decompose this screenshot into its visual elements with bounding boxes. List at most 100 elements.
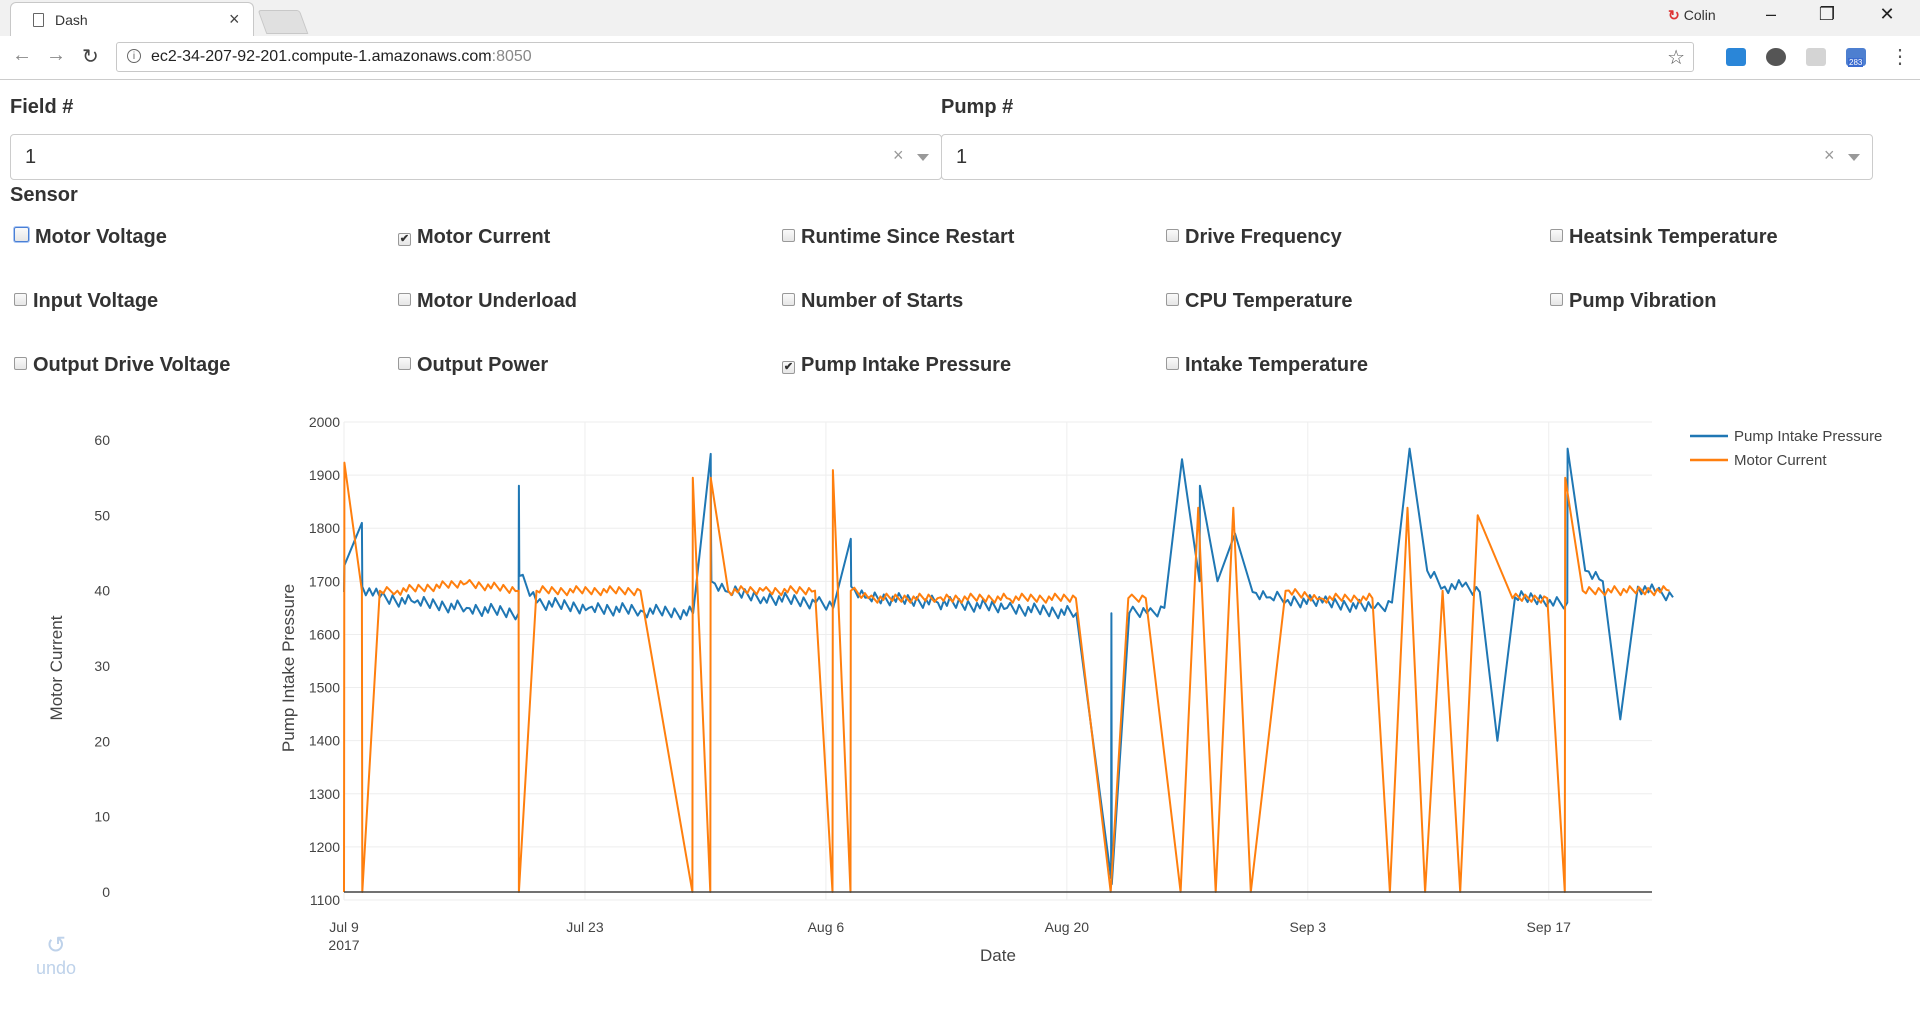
y-tick-label: 1500 <box>309 680 340 696</box>
field-label: Field # <box>10 96 74 118</box>
back-icon[interactable]: ← <box>12 44 32 66</box>
field-dropdown[interactable]: 1 × <box>10 134 942 180</box>
sensor-option-label: Runtime Since Restart <box>801 226 1015 248</box>
minimize-icon[interactable]: – <box>1765 4 1776 24</box>
x-tick-label: Aug 6 <box>808 919 845 935</box>
close-window-icon[interactable]: ✕ <box>1879 4 1895 24</box>
y-tick-label: 1900 <box>309 467 340 483</box>
undo-button[interactable]: ↺ undo <box>36 934 76 979</box>
x-tick-label: Sep 3 <box>1289 919 1326 935</box>
checkbox[interactable] <box>14 293 27 306</box>
checkbox[interactable] <box>1166 293 1179 306</box>
checkbox[interactable] <box>1166 357 1179 370</box>
checkbox[interactable] <box>1166 229 1179 242</box>
checkbox[interactable] <box>14 357 27 370</box>
sensor-option-label: Drive Frequency <box>1185 226 1342 248</box>
field-chevron-down-icon[interactable] <box>917 154 929 161</box>
y-tick-label: 1300 <box>309 786 340 802</box>
pump-chevron-down-icon[interactable] <box>1848 154 1860 161</box>
sensor-label: Sensor <box>10 184 78 206</box>
extension-badge-icon[interactable]: 283 <box>1846 48 1866 67</box>
y2-tick-label: 30 <box>94 658 110 674</box>
checkbox[interactable] <box>782 229 795 242</box>
y2-tick-label: 50 <box>94 507 110 523</box>
checkbox-checked[interactable]: ✔ <box>782 361 795 374</box>
sensor-option-label: Motor Underload <box>417 290 577 312</box>
checkbox[interactable] <box>14 227 29 242</box>
sensor-option-label: Output Drive Voltage <box>33 354 231 376</box>
y-tick-label: 1200 <box>309 839 340 855</box>
checkbox[interactable] <box>782 293 795 306</box>
sensor-option-output-drive-voltage[interactable]: Output Drive Voltage <box>14 354 230 377</box>
pump-label: Pump # <box>941 96 1014 118</box>
sensor-option-pump-intake-pressure[interactable]: ✔ Pump Intake Pressure <box>782 354 1011 377</box>
profile-button[interactable]: ↻ Colin <box>1668 7 1716 24</box>
pump-dropdown[interactable]: 1 × <box>941 134 1873 180</box>
sensor-option-input-voltage[interactable]: Input Voltage <box>14 290 158 313</box>
y2-tick-label: 0 <box>102 884 110 900</box>
pump-clear-icon[interactable]: × <box>1824 145 1835 165</box>
restore-icon[interactable]: ❐ <box>1818 4 1836 24</box>
menu-icon[interactable]: ⋮ <box>1890 46 1910 68</box>
address-bar[interactable]: i ec2-34-207-92-201.compute-1.amazonaws.… <box>116 42 1694 72</box>
sensor-option-output-power[interactable]: Output Power <box>398 354 548 377</box>
url-text: ec2-34-207-92-201.compute-1.amazonaws.co… <box>151 48 532 66</box>
chart-legend[interactable]: Pump Intake Pressure Motor Current <box>1690 428 1882 469</box>
extension-icon[interactable] <box>1726 48 1746 66</box>
reload-icon[interactable]: ↻ <box>82 46 99 68</box>
field-clear-icon[interactable]: × <box>893 145 904 165</box>
profile-name: Colin <box>1683 7 1716 23</box>
y-tick-label: 1100 <box>310 892 340 908</box>
pump-dropdown-value: 1 <box>956 146 968 168</box>
extension-badge-count: 283 <box>1848 58 1864 67</box>
checkbox[interactable] <box>1550 229 1563 242</box>
tab-close-icon[interactable]: × <box>229 9 240 29</box>
forward-icon[interactable]: → <box>46 44 66 66</box>
checkbox[interactable] <box>398 357 411 370</box>
browser-title-bar: Dash × ↻ Colin – ❐ ✕ <box>0 0 1920 36</box>
sensor-option-motor-underload[interactable]: Motor Underload <box>398 290 577 313</box>
sensor-chart[interactable]: 0 10 20 30 40 50 60 1100 1200 1300 1400 1500 1600 17… <box>0 410 1920 1010</box>
y2-tick-label: 20 <box>94 733 110 749</box>
y-tick-label: 1700 <box>309 573 340 589</box>
legend-label-pressure[interactable]: Pump Intake Pressure <box>1734 428 1882 445</box>
pressure-axis-title: Pump Intake Pressure <box>279 584 298 752</box>
checkbox[interactable] <box>1550 293 1563 306</box>
info-icon[interactable]: i <box>127 49 141 63</box>
tab-title: Dash <box>55 12 88 28</box>
sensor-option-cpu-temperature[interactable]: CPU Temperature <box>1166 290 1352 313</box>
y-tick-label: 2000 <box>309 414 340 430</box>
series-line-motor-current <box>343 461 1670 893</box>
sensor-option-label: Intake Temperature <box>1185 354 1369 376</box>
legend-label-current[interactable]: Motor Current <box>1734 452 1827 469</box>
y2-tick-label: 10 <box>94 809 110 825</box>
y-tick-label: 1600 <box>309 626 340 642</box>
sensor-option-drive-frequency[interactable]: Drive Frequency <box>1166 226 1342 249</box>
sensor-option-motor-voltage[interactable]: Motor Voltage <box>14 226 167 249</box>
sensor-option-heatsink-temperature[interactable]: Heatsink Temperature <box>1550 226 1778 249</box>
sensor-option-motor-current[interactable]: ✔ Motor Current <box>398 226 550 249</box>
pressure-axis-ticks: 1100 1200 1300 1400 1500 1600 1700 1800 1900 2000 <box>309 414 340 908</box>
checkbox[interactable] <box>398 293 411 306</box>
sensor-option-label: CPU Temperature <box>1185 290 1353 312</box>
sensor-option-intake-temperature[interactable]: Intake Temperature <box>1166 354 1368 377</box>
browser-toolbar: ← → ↻ i ec2-34-207-92-201.compute-1.amaz… <box>0 36 1920 80</box>
sensor-option-pump-vibration[interactable]: Pump Vibration <box>1550 290 1716 313</box>
extension-globe-icon[interactable] <box>1766 48 1786 66</box>
chart-series[interactable] <box>343 447 1674 893</box>
extension-cast-icon[interactable] <box>1806 48 1826 66</box>
y-tick-label: 1800 <box>309 520 340 536</box>
browser-tab[interactable]: Dash × <box>10 2 254 36</box>
sensor-option-number-of-starts[interactable]: Number of Starts <box>782 290 963 313</box>
sensor-option-runtime-since-restart[interactable]: Runtime Since Restart <box>782 226 1014 249</box>
sensor-option-label: Heatsink Temperature <box>1569 226 1778 248</box>
checkbox-checked[interactable]: ✔ <box>398 233 411 246</box>
undo-label: undo <box>36 958 77 978</box>
series-line-pump-intake-pressure <box>343 447 1674 886</box>
y2-tick-label: 60 <box>94 432 110 448</box>
x-tick-label: Jul 9 <box>329 919 359 935</box>
sensor-option-label: Pump Vibration <box>1569 290 1717 312</box>
star-icon[interactable]: ☆ <box>1667 47 1685 69</box>
new-tab-button[interactable] <box>257 10 309 34</box>
sensor-option-label: Motor Current <box>417 226 551 248</box>
